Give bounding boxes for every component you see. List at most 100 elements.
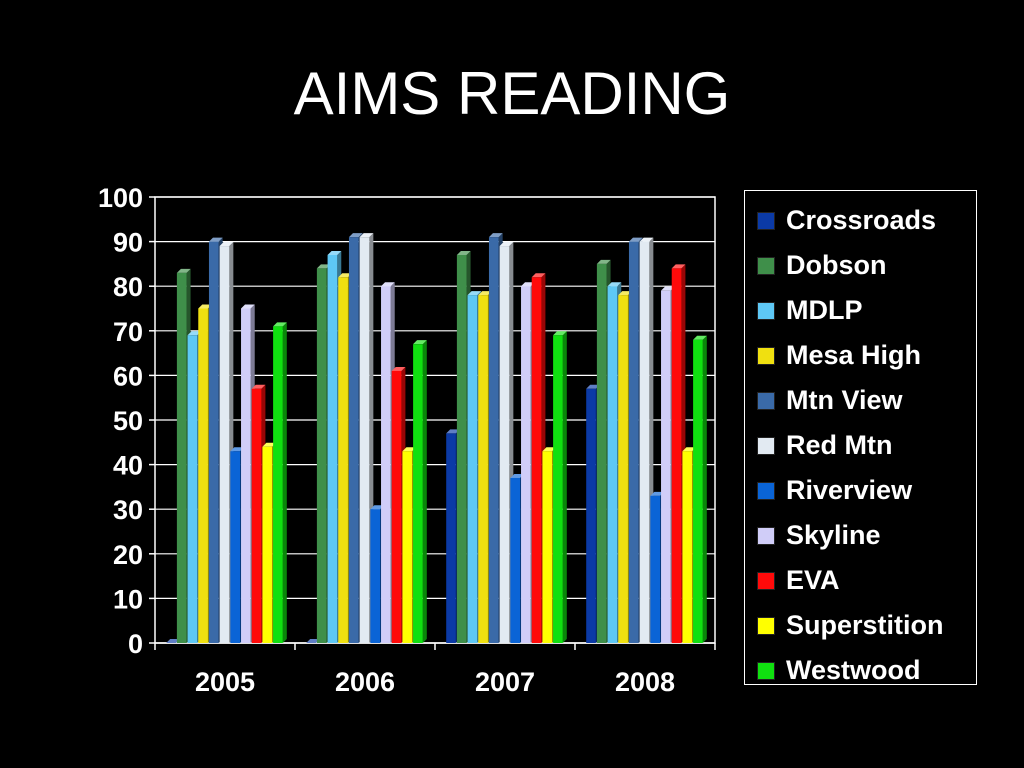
legend-swatch — [757, 211, 775, 230]
bar-front — [693, 339, 703, 643]
bar-top — [650, 491, 665, 496]
bar-front — [327, 254, 338, 644]
bar-front — [521, 286, 531, 643]
bar-front — [241, 308, 251, 643]
bar-front — [553, 335, 563, 643]
bar-top — [413, 340, 427, 345]
bar-front — [607, 286, 618, 643]
legend-swatch — [757, 616, 775, 635]
bar-top — [478, 291, 492, 296]
bar-side — [422, 340, 427, 643]
bar-side — [562, 331, 567, 643]
legend-item-mesa-high: Mesa High — [757, 333, 976, 378]
bar-front — [542, 451, 553, 643]
bar-front — [391, 370, 402, 643]
bar-front — [467, 295, 478, 643]
bar-front — [262, 446, 273, 643]
legend-swatch — [757, 256, 775, 275]
legend-swatch — [757, 391, 775, 410]
bar-front — [456, 254, 467, 644]
bar-front — [402, 451, 413, 643]
bar-top — [166, 639, 180, 643]
bar-top — [693, 335, 707, 340]
bar-top — [370, 505, 385, 510]
bar-top — [348, 233, 363, 238]
bar-top — [176, 268, 191, 273]
bar-front — [198, 308, 208, 643]
bar-front — [488, 237, 499, 643]
y-tick-label: 10 — [113, 584, 143, 614]
x-tick-label: 2008 — [615, 667, 675, 697]
bar-front — [413, 344, 423, 643]
y-tick-label: 60 — [113, 361, 143, 391]
x-tick-label: 2007 — [475, 667, 535, 697]
bar-side — [282, 322, 287, 643]
bar-top — [198, 304, 212, 309]
bar-top — [510, 473, 525, 478]
y-tick-label: 80 — [113, 272, 143, 302]
bar-front — [446, 433, 456, 643]
bar-front — [251, 388, 262, 643]
legend-item-westwood: Westwood — [757, 648, 976, 693]
y-tick-label: 0 — [128, 629, 143, 659]
bar-front — [316, 268, 327, 643]
x-tick-label: 2005 — [195, 667, 255, 697]
legend-label: Mesa High — [786, 340, 922, 370]
bar-top — [542, 447, 557, 452]
legend-swatch — [757, 661, 775, 680]
legend-swatch — [757, 436, 775, 455]
bar-top — [488, 233, 503, 238]
bar-top — [607, 282, 622, 287]
legend-label: Mtn View — [786, 385, 903, 415]
bar-front — [596, 263, 607, 643]
bar-top — [338, 273, 352, 278]
y-tick-label: 20 — [113, 540, 143, 570]
legend-item-riverview: Riverview — [757, 468, 976, 513]
legend-label: Superstition — [786, 610, 944, 640]
bar-top — [273, 322, 287, 327]
bar-top — [639, 237, 654, 242]
bar-top — [661, 286, 675, 291]
bar-westwood-2008 — [693, 335, 707, 643]
legend-swatch — [757, 526, 775, 545]
legend-swatch — [757, 481, 775, 500]
x-tick-label: 2006 — [335, 667, 395, 697]
bar-crossroads-2006 — [306, 639, 320, 643]
legend-label: MDLP — [786, 295, 863, 325]
chart-title: AIMS READING — [293, 60, 731, 127]
bar-westwood-2006 — [413, 340, 427, 643]
bar-top — [531, 273, 546, 278]
bar-front — [273, 326, 283, 643]
bar-top — [499, 242, 514, 247]
legend-item-mtn-view: Mtn View — [757, 378, 976, 423]
bar-top — [553, 331, 567, 336]
bar-front — [230, 451, 241, 643]
bar-front — [531, 277, 542, 643]
bar-top — [251, 384, 266, 389]
bar-front — [661, 290, 671, 643]
bar-top — [187, 331, 202, 336]
bar-top — [219, 242, 234, 247]
legend-item-superstition: Superstition — [757, 603, 976, 648]
bar-top — [467, 291, 482, 296]
bar-side — [702, 335, 707, 643]
bar-top — [230, 447, 245, 452]
bar-top — [456, 250, 471, 255]
bar-top — [391, 366, 406, 371]
bar-top — [682, 447, 697, 452]
legend-label: Skyline — [786, 520, 881, 550]
bar-front — [510, 477, 521, 643]
bar-westwood-2007 — [553, 331, 567, 643]
bar-front — [671, 268, 682, 643]
legend-swatch — [757, 346, 775, 365]
y-tick-label: 40 — [113, 451, 143, 481]
bar-top — [596, 259, 611, 264]
bar-front — [618, 295, 628, 643]
legend-swatch — [757, 571, 775, 590]
bar-top — [316, 264, 331, 269]
bar-top — [521, 282, 535, 287]
y-tick-label: 90 — [113, 228, 143, 258]
legend-item-mdlp: MDLP — [757, 288, 976, 333]
bar-front — [359, 237, 370, 643]
